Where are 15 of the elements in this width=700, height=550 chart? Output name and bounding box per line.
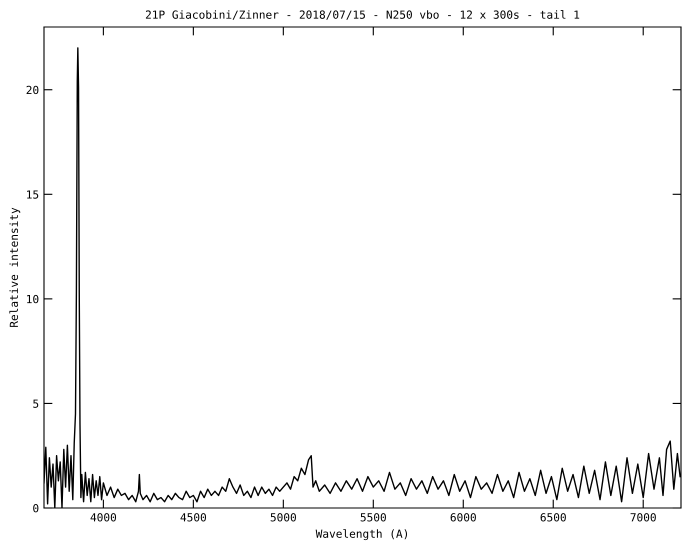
x-axis-title: Wavelength (A) (316, 529, 408, 540)
y-axis-title: Relative intensity (9, 208, 20, 327)
x-tick-label: 4500 (180, 513, 206, 522)
x-tick-label: 6000 (450, 513, 476, 522)
chart-title: 21P Giacobini/Zinner - 2018/07/15 - N250 vbo - 12 x 300s - tail 1 (146, 10, 580, 20)
x-tick-label: 4000 (90, 513, 116, 522)
x-tick-label: 7000 (630, 513, 656, 522)
y-tick-label: 10 (27, 294, 38, 304)
x-tick-label: 5500 (360, 513, 386, 522)
y-tick-label: 20 (26, 86, 38, 94)
y-tick-label: 5 (33, 400, 38, 408)
x-tick-label: 6500 (540, 513, 566, 522)
y-tick-label: 0 (33, 504, 38, 512)
x-tick-label: 5000 (270, 513, 296, 522)
y-tick-label: 15 (27, 190, 38, 199)
